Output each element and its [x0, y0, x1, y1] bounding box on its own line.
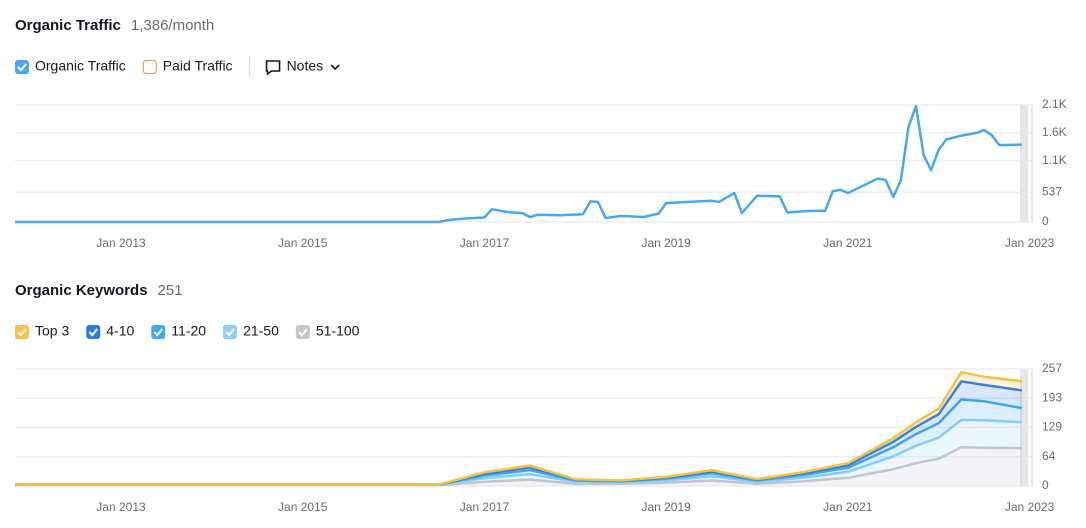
x-tick-label: Jan 2017: [460, 500, 510, 514]
traffic-line: [15, 104, 1023, 224]
x-tick-label: Jan 2023: [1005, 500, 1055, 514]
x-tick-label: Jan 2023: [1005, 236, 1055, 250]
legend-label: Organic Traffic: [35, 58, 126, 74]
legend-label: 51-100: [316, 323, 360, 339]
y-tick-label: 129: [1042, 419, 1062, 433]
x-tick-label: Jan 2021: [823, 236, 873, 250]
check-mark: [298, 328, 308, 337]
area-line: [15, 418, 1023, 486]
check-mark: [17, 63, 27, 72]
chart-title: Organic Keywords: [15, 282, 148, 299]
y-tick-label: 64: [1042, 449, 1056, 463]
x-tick-label: Jan 2019: [641, 500, 691, 514]
checkbox[interactable]: [15, 60, 29, 74]
x-tick-label: Jan 2015: [278, 500, 328, 514]
x-tick-label: Jan 2017: [460, 236, 510, 250]
y-tick-label: 1.1K: [1042, 153, 1067, 167]
legend-label: Top 3: [35, 323, 69, 339]
y-tick-label: 0: [1042, 214, 1049, 228]
y-tick-label: 0: [1042, 478, 1049, 492]
range-handle: [1020, 369, 1028, 486]
checkbox[interactable]: [295, 325, 310, 339]
y-tick-label: 2.1K: [1042, 97, 1067, 111]
checkbox[interactable]: [86, 325, 101, 339]
checkbox[interactable]: [151, 325, 166, 339]
legend-label: 21-50: [243, 323, 279, 339]
notes-button[interactable]: Notes: [287, 58, 324, 74]
range-handle: [1020, 105, 1028, 222]
y-tick-label: 537: [1042, 184, 1062, 198]
area-line: [15, 370, 1023, 486]
checkbox[interactable]: [15, 325, 29, 339]
notes-icon: [265, 60, 281, 76]
chart-subtitle: 1,386/month: [131, 17, 214, 34]
chart-subtitle: 251: [158, 282, 183, 299]
x-tick-label: Jan 2019: [641, 236, 691, 250]
area-fill: [15, 447, 1022, 486]
x-tick-label: Jan 2021: [823, 500, 873, 514]
x-tick-label: Jan 2013: [96, 500, 146, 514]
x-tick-label: Jan 2013: [96, 236, 146, 250]
y-tick-label: 193: [1042, 390, 1062, 404]
legend-label: 11-20: [171, 323, 206, 339]
chevron: [330, 64, 340, 71]
legend-label: Paid Traffic: [163, 58, 233, 74]
y-tick-label: 257: [1042, 361, 1062, 375]
checkbox[interactable]: [223, 325, 238, 339]
check-mark: [88, 328, 99, 337]
x-tick-label: Jan 2015: [278, 236, 328, 250]
check-mark: [225, 328, 235, 337]
check-mark: [153, 328, 164, 337]
area-line: [15, 446, 1023, 487]
y-tick-label: 1.6K: [1042, 125, 1067, 139]
chart-title: Organic Traffic: [15, 17, 121, 34]
legend-label: 4-10: [106, 323, 134, 339]
check-mark: [17, 328, 27, 337]
checkbox[interactable]: [142, 60, 157, 74]
